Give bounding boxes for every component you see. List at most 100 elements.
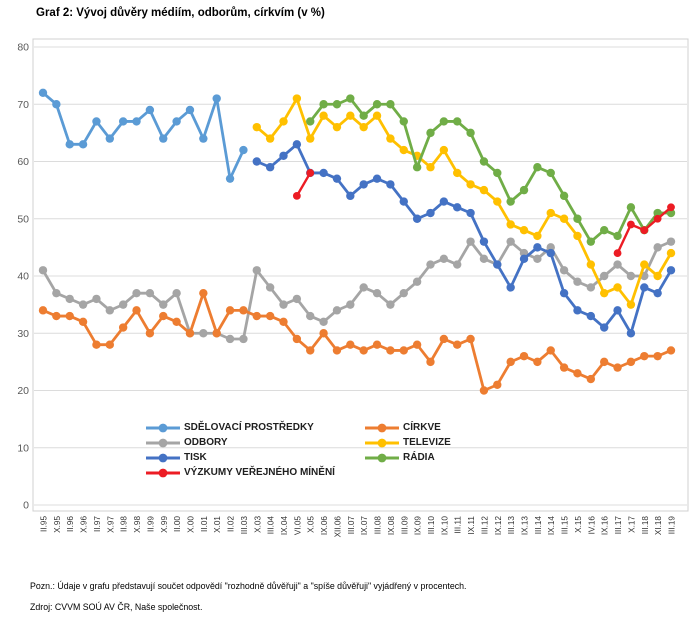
data-point: [426, 163, 435, 172]
data-point: [599, 323, 609, 332]
data-point: [453, 117, 462, 126]
x-axis-tick-label: III.19: [668, 516, 677, 535]
data-point: [412, 277, 422, 286]
data-point: [546, 168, 555, 178]
x-axis-tick-label: X.15: [574, 516, 583, 533]
data-point: [386, 300, 395, 309]
data-point: [279, 151, 288, 160]
data-point: [653, 271, 662, 281]
data-point: [466, 180, 475, 189]
legend-marker-icon: [146, 468, 180, 477]
x-axis-tick-label: III.13: [507, 516, 516, 535]
x-axis-tick-label: III.03: [240, 516, 249, 535]
data-point: [533, 254, 542, 264]
data-point: [426, 357, 435, 367]
data-point: [92, 294, 101, 304]
data-point: [573, 214, 582, 223]
y-axis-tick-label: 40: [17, 271, 29, 283]
data-point: [38, 306, 48, 315]
x-axis-tick-label: III.15: [561, 516, 570, 535]
x-axis-tick-label: III.17: [614, 516, 623, 535]
data-point: [559, 266, 569, 275]
y-axis-tick-label: 80: [17, 42, 29, 54]
data-point: [666, 248, 676, 258]
data-point: [506, 357, 515, 367]
legend-item: TISK: [146, 450, 335, 465]
data-point: [479, 386, 489, 395]
y-axis-tick-label: 60: [17, 156, 29, 168]
data-point: [506, 197, 515, 206]
x-axis-tick-label: VI.05: [293, 516, 302, 536]
data-point: [359, 346, 368, 355]
data-point: [332, 174, 342, 183]
data-point: [319, 317, 328, 326]
data-point: [132, 306, 141, 315]
x-axis-tick-label: III.04: [267, 516, 276, 535]
data-point: [412, 340, 422, 349]
x-axis-tick-label: IX.10: [440, 516, 449, 536]
x-axis-tick-label: IX.07: [360, 516, 369, 536]
data-point: [292, 191, 301, 200]
chart-title: Graf 2: Vývoj důvěry médiím, odborům, cí…: [36, 7, 325, 19]
data-point: [132, 117, 141, 126]
x-axis-tick-label: X.03: [253, 516, 262, 533]
data-point: [493, 168, 502, 178]
x-axis-tick-label: II.96: [66, 516, 75, 532]
footnote-zdroj: Zdroj: CVVM SOÚ AV ČR, Naše společnost.: [30, 602, 203, 612]
data-point: [145, 288, 155, 298]
x-axis-tick-label: II.98: [120, 516, 129, 532]
x-axis-tick-label: X.05: [307, 516, 316, 533]
x-axis-tick-label: II.95: [40, 516, 49, 532]
x-axis-tick-label: X.96: [80, 516, 89, 533]
data-point: [412, 163, 422, 172]
data-point: [306, 346, 315, 355]
data-point: [426, 208, 435, 218]
chart-legend: SDĚLOVACÍ PROSTŘEDKY ODBORY TISK VÝZKUMY VE…: [146, 420, 646, 490]
x-axis-tick-label: III.14: [534, 516, 543, 535]
data-point: [599, 357, 609, 367]
data-point: [239, 306, 248, 315]
data-point: [292, 294, 302, 304]
data-point: [212, 329, 221, 338]
data-point: [332, 346, 342, 355]
data-point: [306, 311, 315, 321]
x-axis-tick-label: II.01: [200, 516, 209, 532]
data-point: [359, 283, 368, 292]
data-point: [479, 157, 489, 166]
data-point: [372, 174, 382, 183]
data-point: [78, 317, 88, 326]
data-point: [199, 329, 208, 338]
data-point: [613, 231, 622, 241]
data-point: [332, 100, 342, 109]
x-axis-tick-label: III.09: [400, 516, 409, 535]
x-axis-tick-label: IX.09: [414, 516, 423, 536]
legend-marker-icon: [146, 423, 180, 432]
data-point: [346, 94, 355, 103]
x-axis-tick-label: IX.12: [494, 516, 503, 536]
data-point: [306, 169, 315, 177]
data-point: [453, 340, 462, 349]
data-point: [252, 157, 261, 166]
data-point: [359, 180, 368, 189]
data-point: [640, 226, 649, 235]
legend-item: VÝZKUMY VEŘEJNÉHO MÍNĚNÍ: [146, 465, 335, 480]
data-point: [145, 105, 155, 115]
data-point: [439, 334, 449, 344]
data-point: [666, 346, 676, 355]
data-point: [319, 168, 328, 178]
legend-marker-icon: [365, 438, 399, 447]
data-point: [439, 197, 449, 206]
x-axis-tick-label: IX.16: [601, 516, 610, 536]
data-point: [118, 323, 128, 332]
data-point: [52, 100, 61, 109]
data-point: [453, 168, 462, 178]
data-point: [359, 122, 368, 132]
data-point: [372, 340, 382, 349]
data-point: [292, 94, 302, 103]
data-point: [493, 380, 502, 389]
legend-label: CÍRKVE: [403, 422, 441, 433]
data-point: [546, 208, 555, 218]
data-point: [105, 306, 115, 315]
data-point: [640, 260, 649, 269]
data-point: [185, 105, 195, 115]
